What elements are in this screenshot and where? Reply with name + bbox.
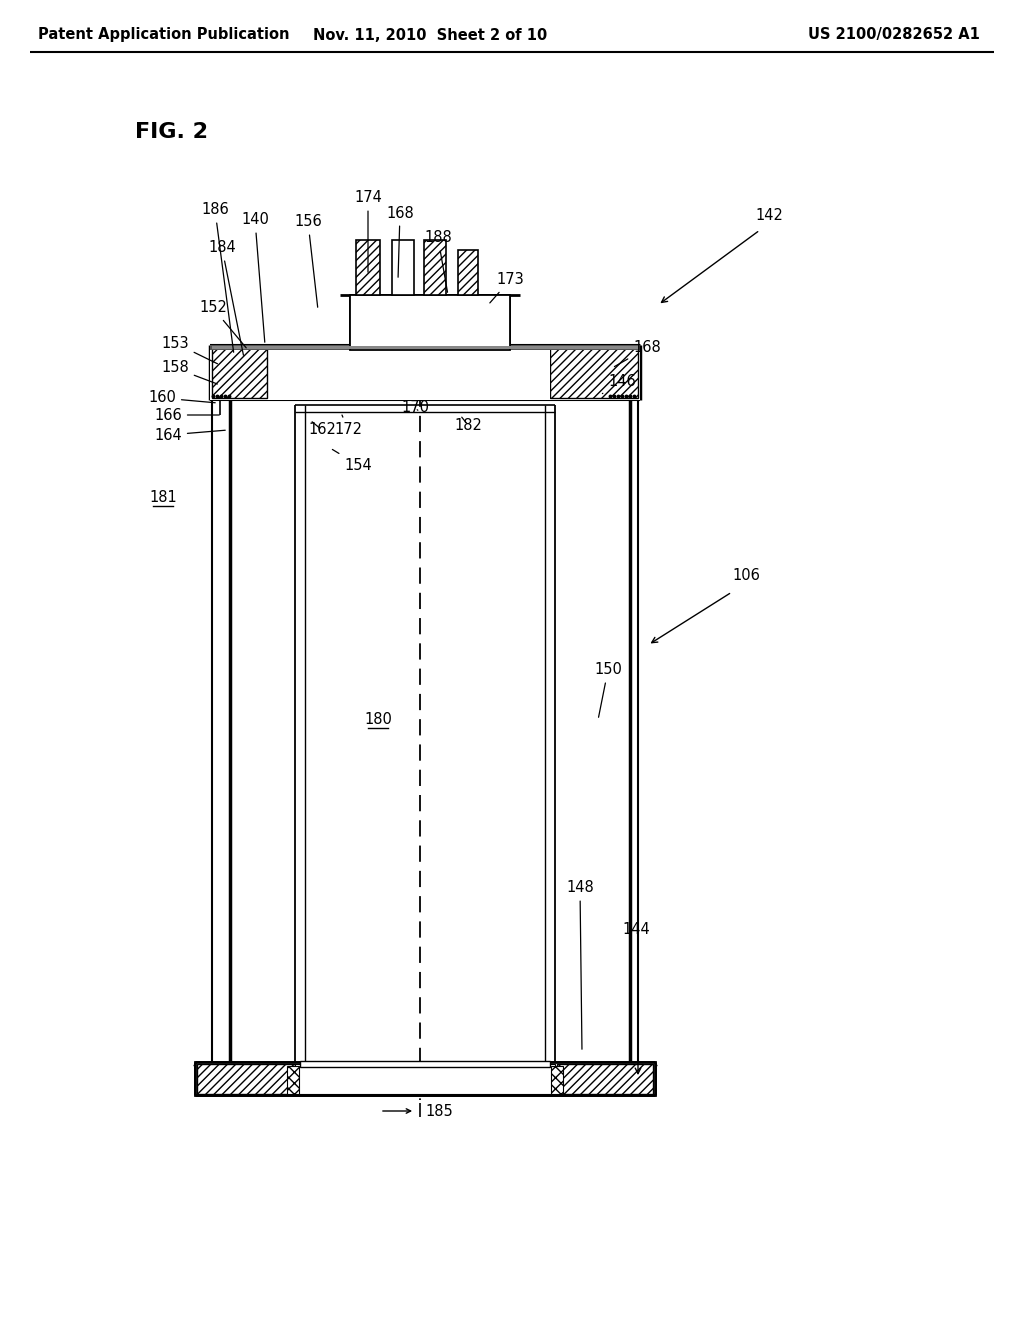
Text: 186: 186 (201, 202, 233, 352)
Text: 180: 180 (365, 713, 392, 727)
Bar (551, 1067, 563, 1094)
Text: 172: 172 (334, 414, 362, 437)
Text: 188: 188 (424, 231, 452, 292)
Text: 156: 156 (294, 214, 322, 308)
Text: 173: 173 (489, 272, 524, 302)
Bar (392, 240, 414, 294)
Text: 162: 162 (308, 422, 336, 437)
Bar (197, 1064, 295, 1094)
Text: 168: 168 (614, 341, 660, 367)
Text: 106: 106 (732, 568, 760, 582)
Text: 152: 152 (199, 301, 246, 348)
Text: US 2100/0282652 A1: US 2100/0282652 A1 (808, 28, 980, 42)
Bar (212, 347, 267, 399)
Text: 158: 158 (161, 360, 217, 384)
Text: 182: 182 (454, 417, 482, 433)
Text: 170: 170 (401, 400, 429, 416)
Bar (212, 346, 638, 348)
Text: Patent Application Publication: Patent Application Publication (38, 28, 290, 42)
Bar (350, 294, 510, 350)
Bar (424, 240, 446, 294)
Text: 166: 166 (155, 408, 219, 422)
Bar (270, 345, 550, 400)
Bar (300, 1061, 550, 1067)
Text: FIG. 2: FIG. 2 (135, 121, 208, 143)
Text: 142: 142 (755, 207, 783, 223)
Bar (295, 1064, 555, 1094)
Text: 153: 153 (161, 335, 217, 364)
Bar (195, 1063, 655, 1096)
Text: 174: 174 (354, 190, 382, 272)
Text: 148: 148 (566, 880, 594, 1049)
Text: 164: 164 (155, 428, 225, 442)
Text: 160: 160 (148, 391, 215, 405)
Text: 144: 144 (622, 923, 650, 937)
Text: 146: 146 (602, 375, 636, 393)
Bar (356, 240, 380, 294)
Bar (550, 347, 638, 399)
Text: Nov. 11, 2010  Sheet 2 of 10: Nov. 11, 2010 Sheet 2 of 10 (313, 28, 547, 42)
Bar (458, 249, 478, 294)
Bar (210, 345, 640, 350)
Bar (557, 1064, 653, 1094)
Text: 168: 168 (386, 206, 414, 277)
Text: 150: 150 (594, 663, 622, 717)
Text: 140: 140 (241, 213, 269, 342)
Text: 154: 154 (333, 449, 372, 473)
Text: 181: 181 (150, 491, 177, 506)
Bar (210, 345, 640, 400)
Text: 184: 184 (208, 240, 244, 355)
Text: 185: 185 (425, 1104, 453, 1118)
Bar (287, 1067, 299, 1094)
